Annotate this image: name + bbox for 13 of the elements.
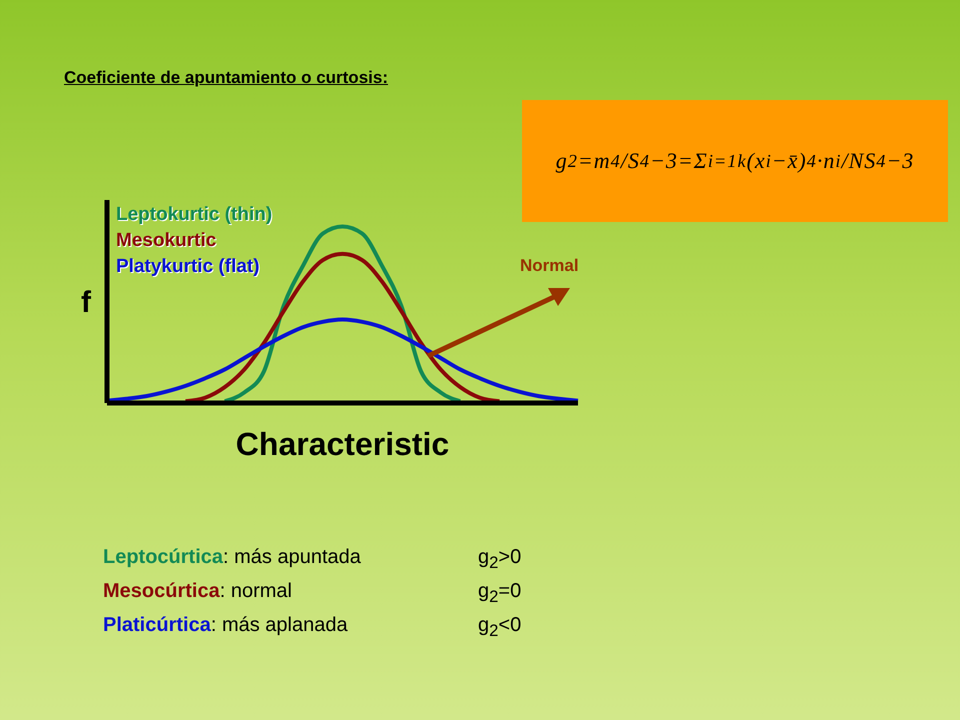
- text: g$_{2}$<0: [478, 613, 522, 642]
- text: Leptocúrtica: más apuntada: [103, 546, 361, 568]
- text: Mesokurtic: [116, 229, 218, 253]
- text: Mesocúrtica: normal: [103, 580, 292, 602]
- chart-title: Coeficiente de apuntamiento o curtosis:: [64, 68, 388, 88]
- text: g$_{2}$=0: [478, 579, 522, 608]
- x-axis-title: Characteristic: [236, 426, 450, 462]
- text: g$_{2}$>0: [478, 545, 522, 574]
- annotation: Normal: [520, 256, 579, 276]
- text: Leptokurtic (thin): [116, 203, 272, 227]
- text: Platykurtic (flat): [116, 255, 261, 279]
- text: Platicúrtica: más aplanada: [103, 614, 348, 636]
- y-axis-title: f: [81, 286, 92, 320]
